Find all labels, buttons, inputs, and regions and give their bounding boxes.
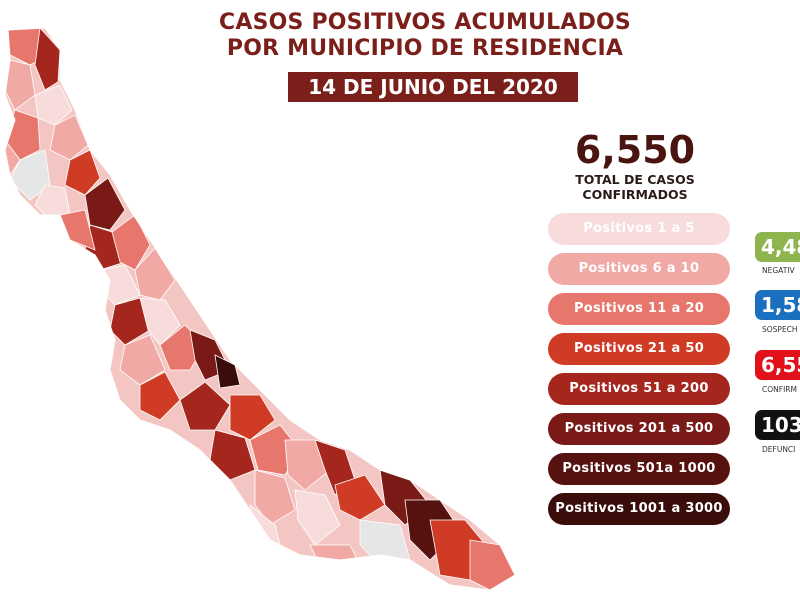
confirmed-count: 6,55 xyxy=(755,350,800,380)
municipality-choropleth-map xyxy=(4,27,516,591)
legend-item-501-1000: Positivos 501a 1000 xyxy=(548,453,730,485)
municipality-region xyxy=(334,474,386,521)
municipality-region xyxy=(179,381,231,431)
state-border xyxy=(4,27,516,591)
municipality-region xyxy=(294,489,341,546)
municipality-region xyxy=(214,354,241,389)
legend: Positivos 1 a 5 Positivos 6 a 10 Positiv… xyxy=(548,213,730,533)
total-cases-value: 6,550 xyxy=(574,128,696,172)
municipality-region xyxy=(34,84,73,126)
municipality-region xyxy=(34,28,61,91)
legend-item-11-20: Positivos 11 a 20 xyxy=(548,293,730,325)
municipalities xyxy=(5,28,515,590)
map-title: CASOS POSITIVOS ACUMULADOS POR MUNICIPIO… xyxy=(190,10,660,62)
legend-item-21-50: Positivos 21 a 50 xyxy=(548,333,730,365)
municipality-region xyxy=(139,371,181,421)
deaths-label: DEFUNCI xyxy=(762,445,796,454)
municipality-region xyxy=(84,177,126,231)
municipality-region xyxy=(9,149,51,201)
suspected-label: SOSPECH xyxy=(762,325,798,334)
municipality-region xyxy=(469,539,515,590)
legend-item-6-10: Positivos 6 a 10 xyxy=(548,253,730,285)
negative-label: NEGATIV xyxy=(762,266,795,275)
total-cases-label: TOTAL DE CASOS CONFIRMADOS xyxy=(560,172,710,202)
municipality-region xyxy=(119,334,166,386)
confirmed-label: CONFIRM xyxy=(762,385,797,394)
municipality-region xyxy=(229,394,276,441)
total-label-line-1: TOTAL DE CASOS xyxy=(575,172,695,187)
municipality-region xyxy=(134,247,176,301)
municipality-region xyxy=(254,469,296,526)
municipality-region xyxy=(111,214,151,271)
title-line-1: CASOS POSITIVOS ACUMULADOS xyxy=(219,10,631,35)
legend-item-1-5: Positivos 1 a 5 xyxy=(548,213,730,245)
legend-item-51-200: Positivos 51 a 200 xyxy=(548,373,730,405)
legend-item-1001-3000: Positivos 1001 a 3000 xyxy=(548,493,730,525)
suspected-count: 1,58 xyxy=(755,290,800,320)
municipality-region xyxy=(64,149,101,196)
negative-count: 4,48 xyxy=(755,232,800,262)
report-date: 14 DE JUNIO DEL 2020 xyxy=(288,72,578,102)
municipality-region xyxy=(49,114,89,161)
total-label-line-2: CONFIRMADOS xyxy=(582,187,688,202)
deaths-count: 103 xyxy=(755,410,800,440)
municipality-region xyxy=(109,297,151,346)
municipality-region xyxy=(139,297,181,346)
title-line-2: POR MUNICIPIO DE RESIDENCIA xyxy=(226,36,624,61)
municipality-region xyxy=(209,429,256,481)
legend-item-201-500: Positivos 201 a 500 xyxy=(548,413,730,445)
